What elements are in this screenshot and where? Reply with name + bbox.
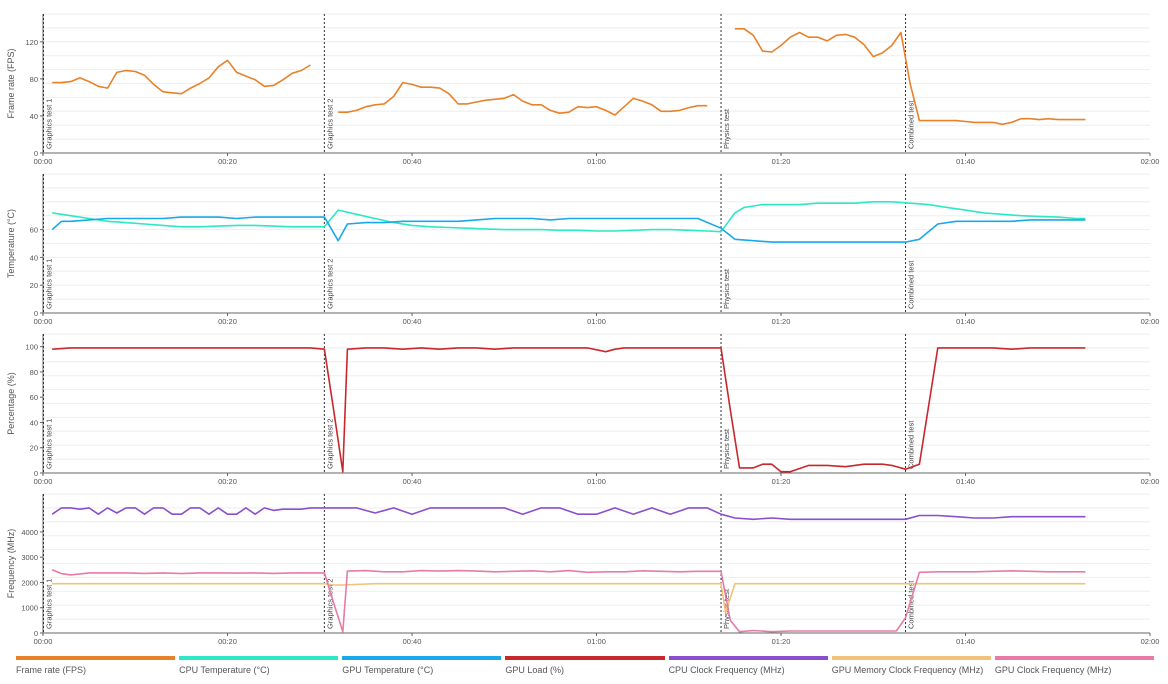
y-tick-label: 20 [30, 444, 38, 453]
x-tick-label: 02:00 [1141, 637, 1160, 646]
y-tick-label: 80 [30, 368, 38, 377]
test-marker-label: Physics test [722, 108, 731, 149]
legend-item[interactable]: GPU Load (%) [505, 656, 665, 680]
x-tick-label: 00:40 [403, 157, 422, 166]
test-marker-label: Graphics test 2 [325, 579, 334, 629]
test-marker-label: Combined test [907, 580, 916, 629]
test-marker-label: Combined test [907, 260, 916, 309]
legend-item[interactable]: GPU Temperature (°C) [342, 656, 502, 680]
x-tick-label: 00:40 [403, 317, 422, 326]
y-tick-label: 3000 [21, 553, 38, 562]
x-tick-label: 00:00 [34, 317, 53, 326]
monitoring-charts: 0 40 80 120 Frame rate (FPS) 00:00 00:20 00:40 0… [6, 13, 1160, 646]
legend-label: GPU Memory Clock Frequency (MHz) [831, 665, 984, 675]
test-marker-label: Combined test [907, 420, 916, 469]
x-tick-label: 00:00 [34, 157, 53, 166]
x-tick-label: 00:20 [218, 317, 237, 326]
x-tick-label: 00:40 [403, 637, 422, 646]
legend-label: CPU Clock Frequency (MHz) [668, 665, 785, 675]
x-tick-label: 01:40 [956, 477, 975, 486]
x-tick-label: 00:00 [34, 477, 53, 486]
y-axis-label: Frequency (MHz) [6, 529, 16, 599]
legend-label: Frame rate (FPS) [16, 665, 87, 675]
legend-swatch [179, 656, 339, 660]
x-tick-label: 01:40 [956, 157, 975, 166]
series-line [52, 201, 1086, 233]
x-tick-label: 00:40 [403, 477, 422, 486]
series-line [51, 507, 1086, 521]
legend-swatch [994, 656, 1154, 660]
legend-swatch [16, 656, 176, 660]
test-marker-label: Graphics test 2 [325, 419, 334, 469]
x-tick-label: 01:00 [587, 157, 606, 166]
x-tick-label: 00:00 [34, 637, 53, 646]
test-marker-label: Graphics test 1 [45, 579, 54, 629]
series-line [52, 347, 1086, 473]
x-tick-label: 01:20 [772, 477, 791, 486]
series-line [52, 582, 1086, 614]
x-tick-label: 00:20 [218, 637, 237, 646]
x-tick-label: 00:20 [218, 157, 237, 166]
y-axis-label: Percentage (%) [6, 372, 16, 435]
y-tick-label: 40 [30, 418, 38, 427]
test-marker-label: Graphics test 2 [325, 259, 334, 309]
legend-swatch [668, 656, 828, 660]
x-tick-label: 01:40 [956, 317, 975, 326]
test-marker-label: Graphics test 1 [45, 99, 54, 149]
legend-swatch [831, 656, 991, 660]
y-tick-label: 0 [34, 629, 38, 638]
legend-swatch [505, 656, 665, 660]
y-tick-label: 120 [25, 38, 38, 47]
y-tick-label: 20 [30, 281, 38, 290]
test-marker-label: Combined test [907, 100, 916, 149]
legend-item[interactable]: CPU Clock Frequency (MHz) [668, 656, 828, 680]
y-axis-label: Temperature (°C) [6, 209, 16, 278]
y-tick-label: 0 [34, 309, 38, 318]
legend-label: GPU Clock Frequency (MHz) [994, 665, 1112, 675]
test-marker-label: Graphics test 1 [45, 419, 54, 469]
test-marker-label: Physics test [722, 268, 731, 309]
x-tick-label: 01:20 [772, 317, 791, 326]
series-line [51, 216, 1086, 243]
x-tick-label: 01:20 [772, 157, 791, 166]
x-tick-label: 01:00 [587, 477, 606, 486]
y-axis-label: Frame rate (FPS) [6, 48, 16, 118]
legend-label: CPU Temperature (°C) [179, 665, 270, 675]
x-tick-label: 02:00 [1141, 317, 1160, 326]
test-marker-label: Physics test [722, 428, 731, 469]
y-tick-label: 2000 [21, 578, 38, 587]
legend-item[interactable]: GPU Memory Clock Frequency (MHz) [831, 656, 991, 680]
legend-item[interactable]: GPU Clock Frequency (MHz) [994, 656, 1154, 680]
y-tick-label: 40 [30, 253, 38, 262]
series-line [52, 28, 1086, 126]
x-tick-label: 01:00 [587, 317, 606, 326]
y-tick-label: 60 [30, 393, 38, 402]
test-marker-label: Graphics test 2 [325, 99, 334, 149]
x-tick-label: 02:00 [1141, 157, 1160, 166]
legend-item[interactable]: Frame rate (FPS) [16, 656, 176, 680]
test-marker-label: Graphics test 1 [45, 259, 54, 309]
y-tick-label: 4000 [21, 528, 38, 537]
y-tick-label: 0 [34, 469, 38, 478]
legend-label: GPU Load (%) [505, 665, 564, 675]
x-tick-label: 01:20 [772, 637, 791, 646]
y-tick-label: 40 [30, 112, 38, 121]
x-tick-label: 02:00 [1141, 477, 1160, 486]
legend-label: GPU Temperature (°C) [342, 665, 434, 675]
legend: Frame rate (FPS) CPU Temperature (°C) GPU … [16, 656, 1158, 680]
y-tick-label: 1000 [21, 604, 38, 613]
y-tick-label: 80 [30, 75, 38, 84]
x-tick-label: 00:20 [218, 477, 237, 486]
legend-swatch [342, 656, 502, 660]
y-tick-label: 60 [30, 226, 38, 235]
x-tick-label: 01:00 [587, 637, 606, 646]
x-tick-label: 01:40 [956, 637, 975, 646]
y-tick-label: 0 [34, 149, 38, 158]
y-tick-label: 100 [25, 343, 38, 352]
series-line [51, 569, 1086, 633]
legend-item[interactable]: CPU Temperature (°C) [179, 656, 339, 680]
